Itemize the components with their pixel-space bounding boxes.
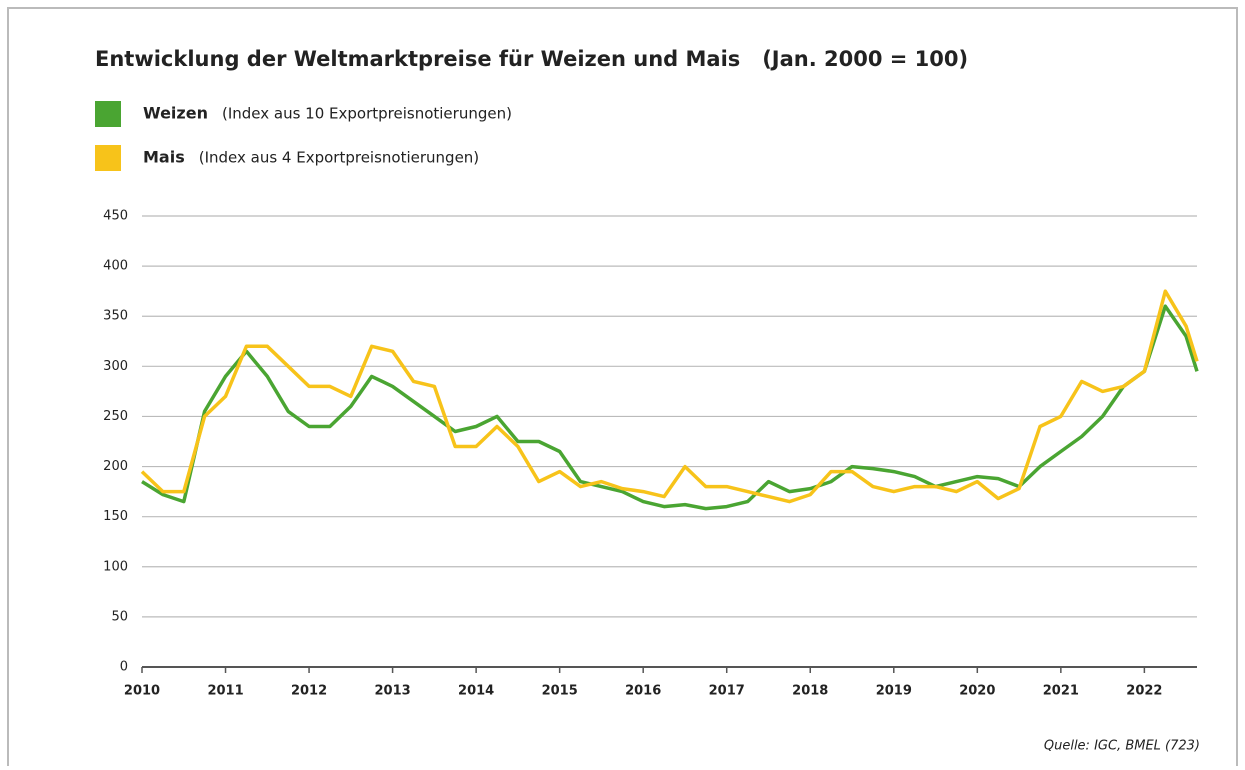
y-tick-label: 100 [103,559,128,574]
y-tick-label: 400 [103,259,128,274]
x-tick-label: 2020 [959,684,995,699]
chart-title: Entwicklung der Weltmarktpreise für Weiz… [95,47,968,71]
x-tick-label: 2018 [792,684,828,699]
x-tick-label: 2021 [1043,684,1079,699]
x-tick-label: 2011 [207,684,243,699]
y-tick-label: 50 [111,609,128,624]
legend-swatch [95,145,121,171]
x-tick-label: 2014 [458,684,494,699]
x-tick-label: 2010 [124,684,160,699]
y-tick-label: 200 [103,459,128,474]
y-tick-label: 450 [103,209,128,224]
x-tick-label: 2013 [375,684,411,699]
y-tick-label: 350 [103,309,128,324]
x-tick-label: 2015 [542,684,578,699]
y-tick-label: 300 [103,359,128,374]
y-tick-label: 250 [103,409,128,424]
x-tick-label: 2017 [709,684,745,699]
legend-description: (Index aus 10 Exportpreisnotierungen) [222,105,512,123]
legend: Weizen (Index aus 10 Exportpreisnotierung… [95,101,512,171]
legend-label: Weizen [143,104,208,123]
series-line [141,304,1199,511]
x-tick-label: 2022 [1126,684,1162,699]
source: Quelle: IGC, BMEL (723) [1044,739,1200,754]
legend-label: Mais [143,148,185,167]
legend-swatch [95,101,121,127]
frame [7,7,1238,770]
x-tick-label: 2012 [291,684,327,699]
x-tick-label: 2019 [876,684,912,699]
series-line [140,289,1199,504]
legend-description: (Index aus 4 Exportpreisnotierungen) [199,149,479,167]
y-tick-label: 0 [120,660,128,675]
x-tick-label: 2016 [625,684,661,699]
y-tick-label: 150 [103,509,128,524]
